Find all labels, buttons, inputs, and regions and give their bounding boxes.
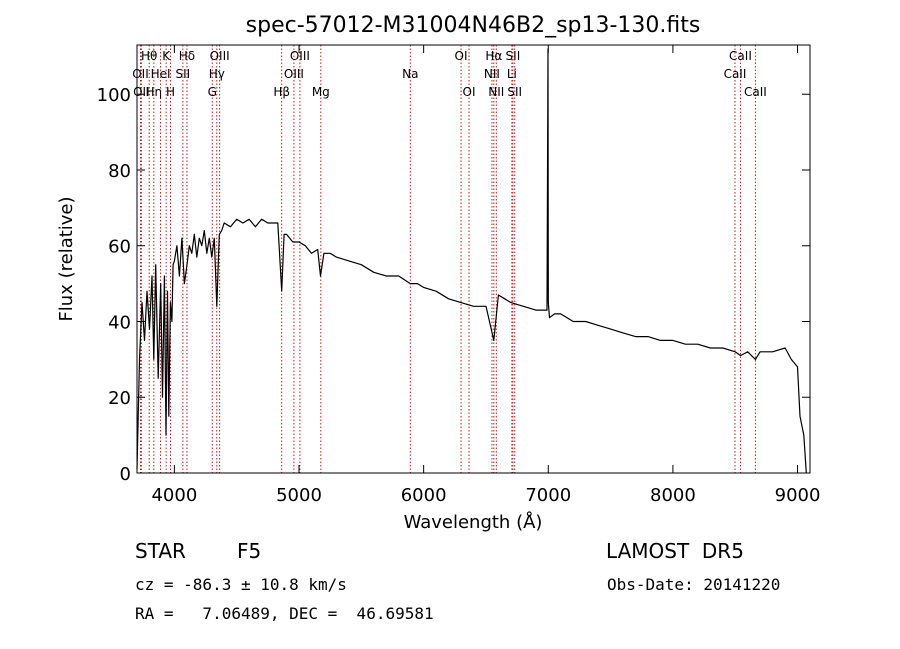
x-axis-label: Wavelength (Å): [404, 511, 543, 533]
x-tick-label: 8000: [650, 485, 696, 506]
spectral-line-label: Hδ: [179, 49, 195, 63]
spectral-line-label: SII: [176, 67, 191, 81]
y-tick-label: 20: [108, 388, 131, 409]
y-tick-label: 100: [97, 85, 131, 106]
spectral-line-label: Hη: [146, 85, 163, 99]
spectrum-series: [136, 48, 807, 474]
y-axis-label: Flux (relative): [56, 196, 77, 321]
spectral-line-label: H: [166, 85, 175, 99]
spectral-line-markers: [139, 45, 756, 473]
spectral-line-labels: OIIOIIHθHηHeIKHSIIHδGHγOIIIHβOIIIOIIIMgN…: [132, 49, 767, 99]
observation-date: Obs-Date: 20141220: [607, 575, 780, 594]
spectral-line-label: CaII: [744, 85, 767, 99]
spectral-line-label: Hα: [485, 49, 502, 63]
object-subclass: F5: [237, 539, 261, 563]
spectral-line-label: Hθ: [141, 49, 157, 63]
x-tick-label: 4000: [151, 485, 197, 506]
spectral-line-label: K: [162, 49, 171, 63]
spectral-line-label: Mg: [312, 85, 330, 99]
spectrum-line: [136, 48, 807, 474]
coordinates-readout: RA = 7.06489, DEC = 46.69581: [135, 604, 434, 623]
x-tick-label: 6000: [401, 485, 447, 506]
y-tick-label: 60: [108, 237, 131, 258]
spectral-line-label: OII: [132, 67, 149, 81]
spectral-line-label: NII: [484, 67, 500, 81]
spectral-line-label: CaII: [724, 67, 747, 81]
spectral-line-label: OIII: [290, 49, 310, 63]
spectral-line-label: Hγ: [209, 67, 225, 81]
y-tick-label: 40: [108, 312, 131, 333]
spectral-line-label: Na: [402, 67, 418, 81]
survey-name: LAMOST DR5: [606, 539, 744, 563]
x-tick-label: 5000: [276, 485, 322, 506]
spectral-line-label: SII: [506, 49, 521, 63]
chart-title: spec-57012-M31004N46B2_sp13-130.fits: [246, 13, 701, 38]
x-axis-ticks: 4000 5000 6000 7000 8000 9000: [151, 45, 820, 506]
spectral-line-label: G: [208, 85, 217, 99]
y-tick-label: 0: [120, 464, 131, 485]
object-class: STAR: [135, 539, 186, 563]
spectral-line-label: HeI: [151, 67, 171, 81]
spectral-line-label: OI: [463, 85, 476, 99]
spectral-line-label: OI: [455, 49, 468, 63]
plot-frame: [136, 44, 811, 474]
spectral-line-label: Li: [507, 67, 517, 81]
y-tick-label: 80: [108, 161, 131, 182]
spectral-line-label: Hβ: [273, 85, 290, 99]
redshift-readout: cz = -86.3 ± 10.8 km/s: [135, 575, 347, 594]
spectral-line-label: NII: [488, 85, 504, 99]
x-tick-label: 9000: [775, 485, 821, 506]
spectral-line-label: OIII: [284, 67, 304, 81]
spectral-line-label: CaII: [729, 49, 752, 63]
y-axis-ticks: 0 20 40 60 80 100: [97, 85, 810, 485]
spectral-line-label: SII: [507, 85, 522, 99]
spectral-line-label: OIII: [210, 49, 230, 63]
x-tick-label: 7000: [525, 485, 571, 506]
